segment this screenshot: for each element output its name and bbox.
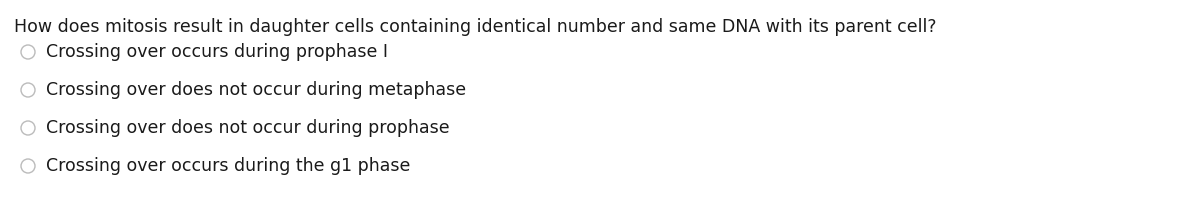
Ellipse shape — [22, 159, 35, 173]
Text: Crossing over occurs during the g1 phase: Crossing over occurs during the g1 phase — [46, 157, 410, 175]
Ellipse shape — [22, 121, 35, 135]
Text: Crossing over occurs during prophase I: Crossing over occurs during prophase I — [46, 43, 388, 61]
Text: How does mitosis result in daughter cells containing identical number and same D: How does mitosis result in daughter cell… — [14, 18, 936, 36]
Text: Crossing over does not occur during prophase: Crossing over does not occur during prop… — [46, 119, 450, 137]
Ellipse shape — [22, 83, 35, 97]
Ellipse shape — [22, 45, 35, 59]
Text: Crossing over does not occur during metaphase: Crossing over does not occur during meta… — [46, 81, 466, 99]
